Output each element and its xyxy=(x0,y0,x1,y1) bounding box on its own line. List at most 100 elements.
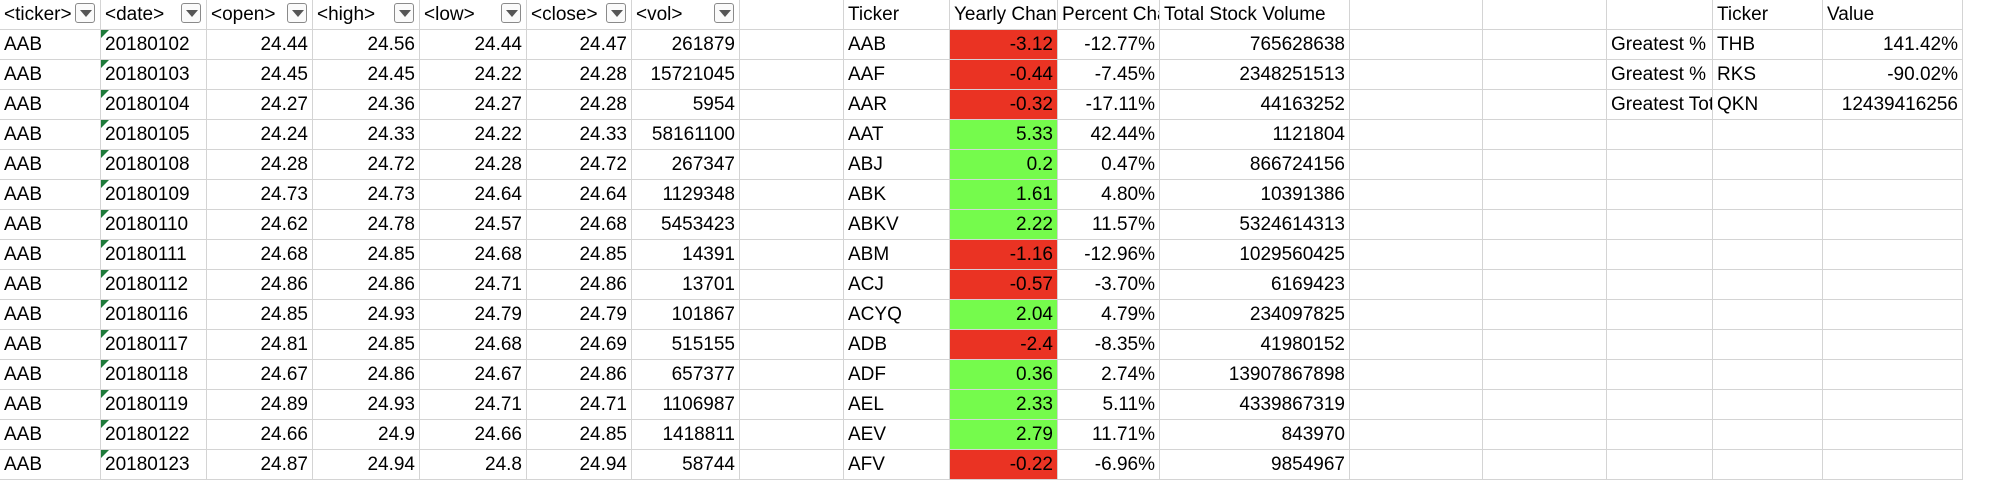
cell-col-total-volume[interactable]: 13907867898 xyxy=(1160,360,1350,390)
cell-col-open[interactable]: 24.86 xyxy=(207,270,313,300)
cell-col-summary-ticker[interactable]: AAR xyxy=(844,90,950,120)
cell-col-greatest-ticker[interactable] xyxy=(1713,180,1823,210)
cell-col-high[interactable]: 24.85 xyxy=(313,240,420,270)
cell-col-greatest-label[interactable] xyxy=(1607,390,1713,420)
cell-col-date[interactable]: 20180103 xyxy=(101,60,207,90)
cell-col-blank-b[interactable] xyxy=(1350,150,1483,180)
cell-col-yearly-change[interactable]: 0.2 xyxy=(950,150,1058,180)
cell-col-blank-c[interactable] xyxy=(1483,450,1607,480)
cell-col-high[interactable]: 24.9 xyxy=(313,420,420,450)
cell-col-close[interactable]: 24.33 xyxy=(527,120,632,150)
cell-col-blank-c[interactable] xyxy=(1483,390,1607,420)
header-col-greatest-label[interactable] xyxy=(1607,0,1713,30)
cell-col-blank-a[interactable] xyxy=(740,420,844,450)
cell-col-low[interactable]: 24.64 xyxy=(420,180,527,210)
cell-col-vol[interactable]: 657377 xyxy=(632,360,740,390)
cell-col-greatest-value[interactable] xyxy=(1823,180,1963,210)
cell-col-ticker[interactable]: AAB xyxy=(0,450,101,480)
cell-col-vol[interactable]: 1418811 xyxy=(632,420,740,450)
cell-col-vol[interactable]: 261879 xyxy=(632,30,740,60)
cell-col-greatest-label[interactable] xyxy=(1607,150,1713,180)
cell-col-yearly-change[interactable]: -0.44 xyxy=(950,60,1058,90)
col-open-filter-dropdown-icon[interactable] xyxy=(287,3,307,23)
cell-col-blank-b[interactable] xyxy=(1350,30,1483,60)
cell-col-blank-a[interactable] xyxy=(740,360,844,390)
cell-col-total-volume[interactable]: 866724156 xyxy=(1160,150,1350,180)
cell-col-blank-c[interactable] xyxy=(1483,30,1607,60)
cell-col-high[interactable]: 24.73 xyxy=(313,180,420,210)
cell-col-high[interactable]: 24.85 xyxy=(313,330,420,360)
cell-col-greatest-value[interactable] xyxy=(1823,450,1963,480)
header-col-blank-a[interactable] xyxy=(740,0,844,30)
cell-col-greatest-ticker[interactable]: THB xyxy=(1713,30,1823,60)
cell-col-date[interactable]: 20180110 xyxy=(101,210,207,240)
cell-col-date[interactable]: 20180116 xyxy=(101,300,207,330)
cell-col-vol[interactable]: 1106987 xyxy=(632,390,740,420)
cell-col-greatest-value[interactable]: 141.42% xyxy=(1823,30,1963,60)
cell-col-blank-b[interactable] xyxy=(1350,450,1483,480)
header-col-open[interactable]: <open> xyxy=(207,0,313,30)
header-col-greatest-ticker[interactable]: Ticker xyxy=(1713,0,1823,30)
cell-col-greatest-label[interactable] xyxy=(1607,270,1713,300)
cell-col-greatest-label[interactable] xyxy=(1607,420,1713,450)
cell-col-ticker[interactable]: AAB xyxy=(0,390,101,420)
header-col-ticker[interactable]: <ticker> xyxy=(0,0,101,30)
cell-col-percent-change[interactable]: -12.96% xyxy=(1058,240,1160,270)
cell-col-close[interactable]: 24.68 xyxy=(527,210,632,240)
cell-col-vol[interactable]: 1129348 xyxy=(632,180,740,210)
col-high-filter-dropdown-icon[interactable] xyxy=(394,3,414,23)
cell-col-greatest-value[interactable] xyxy=(1823,240,1963,270)
cell-col-ticker[interactable]: AAB xyxy=(0,420,101,450)
cell-col-blank-a[interactable] xyxy=(740,210,844,240)
cell-col-percent-change[interactable]: 0.47% xyxy=(1058,150,1160,180)
cell-col-blank-c[interactable] xyxy=(1483,180,1607,210)
cell-col-percent-change[interactable]: 5.11% xyxy=(1058,390,1160,420)
header-col-yearly-change[interactable]: Yearly Change xyxy=(950,0,1058,30)
cell-col-yearly-change[interactable]: 2.22 xyxy=(950,210,1058,240)
cell-col-blank-c[interactable] xyxy=(1483,420,1607,450)
cell-col-percent-change[interactable]: 11.71% xyxy=(1058,420,1160,450)
cell-col-blank-a[interactable] xyxy=(740,30,844,60)
cell-col-total-volume[interactable]: 6169423 xyxy=(1160,270,1350,300)
cell-col-greatest-ticker[interactable]: QKN xyxy=(1713,90,1823,120)
cell-col-ticker[interactable]: AAB xyxy=(0,330,101,360)
cell-col-greatest-ticker[interactable] xyxy=(1713,420,1823,450)
cell-col-low[interactable]: 24.79 xyxy=(420,300,527,330)
cell-col-high[interactable]: 24.78 xyxy=(313,210,420,240)
cell-col-greatest-value[interactable] xyxy=(1823,120,1963,150)
cell-col-summary-ticker[interactable]: ADB xyxy=(844,330,950,360)
cell-col-summary-ticker[interactable]: ABM xyxy=(844,240,950,270)
cell-col-date[interactable]: 20180112 xyxy=(101,270,207,300)
cell-col-percent-change[interactable]: -17.11% xyxy=(1058,90,1160,120)
cell-col-yearly-change[interactable]: 2.04 xyxy=(950,300,1058,330)
cell-col-low[interactable]: 24.57 xyxy=(420,210,527,240)
cell-col-date[interactable]: 20180111 xyxy=(101,240,207,270)
header-col-summary-ticker[interactable]: Ticker xyxy=(844,0,950,30)
cell-col-ticker[interactable]: AAB xyxy=(0,30,101,60)
header-col-date[interactable]: <date> xyxy=(101,0,207,30)
cell-col-percent-change[interactable]: 42.44% xyxy=(1058,120,1160,150)
cell-col-summary-ticker[interactable]: AAB xyxy=(844,30,950,60)
cell-col-close[interactable]: 24.85 xyxy=(527,420,632,450)
cell-col-close[interactable]: 24.86 xyxy=(527,360,632,390)
cell-col-low[interactable]: 24.68 xyxy=(420,330,527,360)
cell-col-percent-change[interactable]: -3.70% xyxy=(1058,270,1160,300)
header-col-percent-change[interactable]: Percent Change xyxy=(1058,0,1160,30)
cell-col-greatest-label[interactable]: Greatest Total Volume xyxy=(1607,90,1713,120)
cell-col-greatest-value[interactable] xyxy=(1823,210,1963,240)
cell-col-low[interactable]: 24.71 xyxy=(420,270,527,300)
cell-col-yearly-change[interactable]: 5.33 xyxy=(950,120,1058,150)
cell-col-date[interactable]: 20180102 xyxy=(101,30,207,60)
cell-col-high[interactable]: 24.86 xyxy=(313,360,420,390)
cell-col-blank-b[interactable] xyxy=(1350,240,1483,270)
cell-col-close[interactable]: 24.94 xyxy=(527,450,632,480)
cell-col-ticker[interactable]: AAB xyxy=(0,360,101,390)
cell-col-close[interactable]: 24.28 xyxy=(527,90,632,120)
cell-col-open[interactable]: 24.66 xyxy=(207,420,313,450)
cell-col-blank-b[interactable] xyxy=(1350,60,1483,90)
cell-col-blank-c[interactable] xyxy=(1483,300,1607,330)
cell-col-percent-change[interactable]: 2.74% xyxy=(1058,360,1160,390)
cell-col-blank-b[interactable] xyxy=(1350,210,1483,240)
cell-col-summary-ticker[interactable]: AEL xyxy=(844,390,950,420)
cell-col-greatest-value[interactable] xyxy=(1823,330,1963,360)
